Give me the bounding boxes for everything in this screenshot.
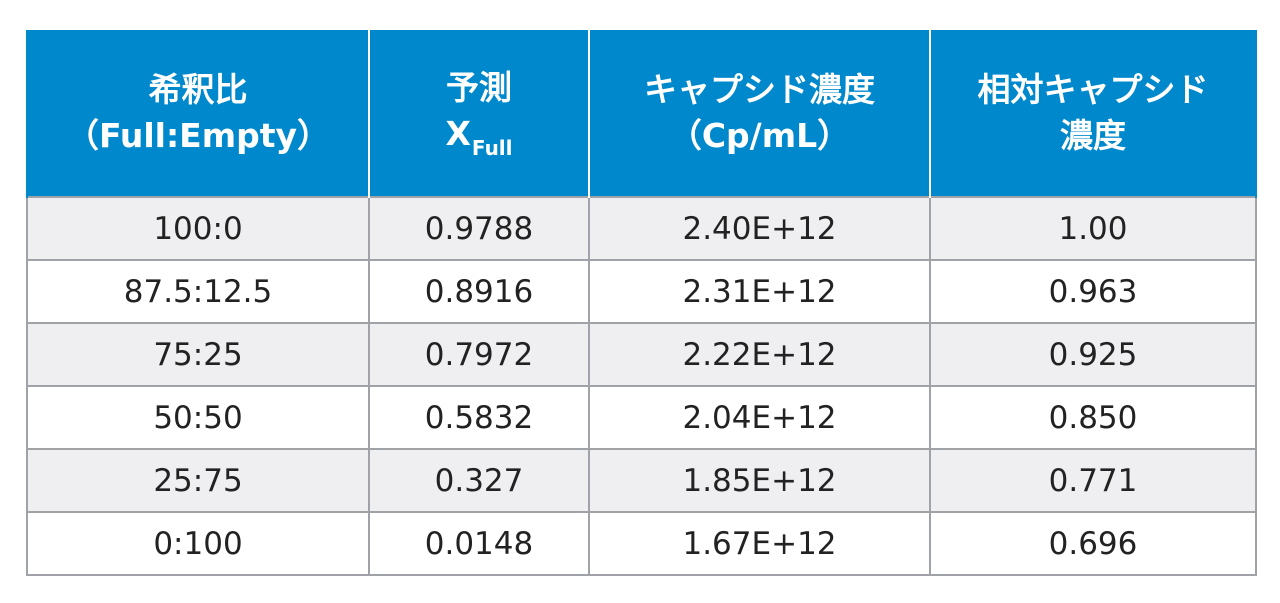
data-table-container: 希釈比 （Full:Empty） 予測 XFull キャプシド濃度 （Cp/mL… [26, 30, 1257, 576]
cell-predicted-xfull: 0.9788 [368, 196, 590, 261]
cell-capsid-concentration: 2.31E+12 [588, 259, 931, 324]
table-row: 100:0 0.9788 2.40E+12 1.00 [26, 196, 1257, 261]
header-predicted-line2: XFull [370, 111, 588, 161]
header-capsid-concentration: キャプシド濃度 （Cp/mL） [588, 30, 931, 197]
table-body: 100:0 0.9788 2.40E+12 1.00 87.5:12.5 0.8… [26, 196, 1257, 576]
header-x-symbol: X [445, 114, 471, 153]
cell-predicted-xfull: 0.7972 [368, 322, 590, 387]
header-dilution-ratio-line1: 希釈比 [148, 70, 248, 109]
header-relative-line2: 濃度 [1060, 116, 1126, 155]
cell-predicted-xfull: 0.8916 [368, 259, 590, 324]
cell-predicted-xfull: 0.0148 [368, 511, 590, 576]
header-capsid-concentration-line2: （Cp/mL） [668, 116, 851, 155]
cell-relative-concentration: 0.696 [929, 511, 1257, 576]
cell-dilution-ratio: 100:0 [26, 196, 370, 261]
data-table: 希釈比 （Full:Empty） 予測 XFull キャプシド濃度 （Cp/mL… [26, 30, 1257, 576]
cell-dilution-ratio: 75:25 [26, 322, 370, 387]
cell-predicted-xfull: 0.5832 [368, 385, 590, 450]
cell-capsid-concentration: 2.04E+12 [588, 385, 931, 450]
table-row: 25:75 0.327 1.85E+12 0.771 [26, 448, 1257, 513]
cell-relative-concentration: 0.963 [929, 259, 1257, 324]
cell-dilution-ratio: 87.5:12.5 [26, 259, 370, 324]
header-relative-capsid-concentration: 相対キャプシド 濃度 [929, 30, 1257, 197]
table-row: 0:100 0.0148 1.67E+12 0.696 [26, 511, 1257, 576]
cell-dilution-ratio: 50:50 [26, 385, 370, 450]
table-header: 希釈比 （Full:Empty） 予測 XFull キャプシド濃度 （Cp/mL… [26, 30, 1257, 197]
header-relative-line1: 相対キャプシド [977, 70, 1209, 109]
cell-relative-concentration: 1.00 [929, 196, 1257, 261]
header-predicted-xfull: 予測 XFull [368, 30, 590, 197]
cell-capsid-concentration: 2.22E+12 [588, 322, 931, 387]
cell-dilution-ratio: 0:100 [26, 511, 370, 576]
header-capsid-concentration-line1: キャプシド濃度 [644, 70, 875, 109]
table-row: 75:25 0.7972 2.22E+12 0.925 [26, 322, 1257, 387]
header-dilution-ratio-line2: （Full:Empty） [65, 116, 331, 155]
cell-dilution-ratio: 25:75 [26, 448, 370, 513]
cell-relative-concentration: 0.850 [929, 385, 1257, 450]
cell-capsid-concentration: 1.67E+12 [588, 511, 931, 576]
cell-relative-concentration: 0.771 [929, 448, 1257, 513]
cell-capsid-concentration: 1.85E+12 [588, 448, 931, 513]
header-dilution-ratio: 希釈比 （Full:Empty） [26, 30, 370, 197]
cell-predicted-xfull: 0.327 [368, 448, 590, 513]
header-row: 希釈比 （Full:Empty） 予測 XFull キャプシド濃度 （Cp/mL… [26, 30, 1257, 197]
cell-capsid-concentration: 2.40E+12 [588, 196, 931, 261]
header-x-subscript: Full [471, 136, 513, 160]
table-row: 50:50 0.5832 2.04E+12 0.850 [26, 385, 1257, 450]
header-predicted-line1: 予測 [446, 68, 512, 107]
cell-relative-concentration: 0.925 [929, 322, 1257, 387]
table-row: 87.5:12.5 0.8916 2.31E+12 0.963 [26, 259, 1257, 324]
